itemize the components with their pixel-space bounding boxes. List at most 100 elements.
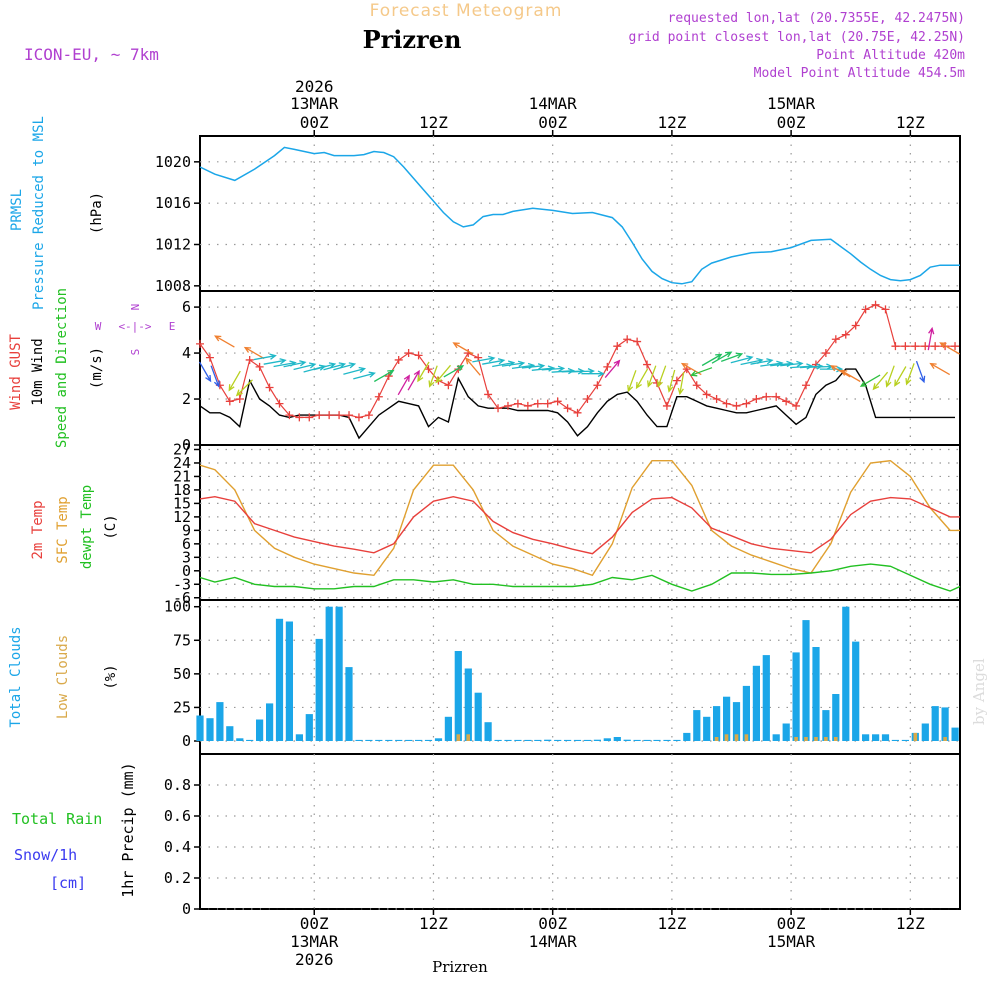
total-cloud-bar bbox=[593, 739, 601, 741]
bottom-time-label: 12Z bbox=[896, 914, 925, 933]
wind-arrow bbox=[283, 360, 307, 368]
gust-marker bbox=[911, 342, 920, 351]
gust-marker bbox=[851, 321, 860, 330]
total-cloud-bar bbox=[643, 739, 651, 741]
low-cloud-bar bbox=[913, 732, 918, 741]
wind-arrow bbox=[790, 363, 814, 370]
wind-arrow bbox=[581, 370, 605, 377]
total-cloud-bar bbox=[951, 727, 959, 741]
top-time-label: 12Z bbox=[657, 113, 686, 132]
total-cloud-bar bbox=[822, 710, 830, 741]
total-cloud-bar bbox=[226, 726, 234, 741]
total-cloud-bar bbox=[941, 707, 949, 741]
gust-marker bbox=[414, 351, 423, 360]
gust-marker bbox=[484, 390, 493, 399]
plot-area: 1008 1012 1016 1020 PRMSL Pressure Reduced to… bbox=[8, 77, 961, 969]
gust-marker bbox=[772, 392, 781, 401]
gust-marker bbox=[325, 411, 334, 420]
gust-marker bbox=[573, 408, 582, 417]
total-cloud-bar bbox=[434, 738, 443, 741]
gust-marker bbox=[424, 365, 433, 374]
wind-arrow bbox=[323, 362, 347, 371]
gust-marker bbox=[712, 395, 721, 404]
wind-arrow bbox=[872, 371, 889, 391]
gust-marker bbox=[523, 401, 532, 410]
low-cloud-bar bbox=[824, 737, 828, 741]
total-cloud-bar bbox=[891, 739, 899, 741]
wind-arrow bbox=[263, 358, 287, 365]
gust-marker bbox=[503, 401, 512, 410]
gust-line bbox=[199, 304, 955, 419]
wind-arrow bbox=[313, 362, 337, 371]
total-cloud-bar bbox=[315, 638, 323, 741]
gust-marker bbox=[782, 397, 791, 406]
wind-label-gust: Wind GUST bbox=[8, 334, 24, 410]
top-time-label: 00Z bbox=[538, 113, 567, 132]
top-time-label: 00Z bbox=[777, 113, 806, 132]
top-date-label: 14MAR bbox=[529, 94, 578, 113]
wind-arrow bbox=[770, 360, 794, 368]
pressure-label-unit: (hPa) bbox=[89, 192, 105, 234]
wind-arrow bbox=[482, 358, 506, 365]
total-cloud-bar bbox=[901, 739, 909, 741]
compass-west: W bbox=[95, 320, 102, 333]
gust-marker bbox=[593, 381, 602, 390]
gust-marker bbox=[583, 395, 592, 404]
wind-arrow bbox=[501, 360, 526, 367]
wind-arrow bbox=[333, 362, 357, 371]
temp-axis-label: 3 bbox=[182, 548, 191, 566]
wind10m-line bbox=[199, 368, 955, 440]
gust-marker bbox=[335, 411, 344, 420]
gust-marker bbox=[841, 330, 850, 339]
gust-marker bbox=[354, 413, 363, 422]
temp-label-sfc: SFC Temp bbox=[55, 496, 71, 563]
bottom-time-label: 12Z bbox=[657, 914, 686, 933]
clouds-axis-label: 0 bbox=[182, 732, 191, 750]
gust-marker bbox=[633, 337, 642, 346]
bottom-time-label: 12Z bbox=[419, 914, 448, 933]
temp2m-line bbox=[199, 495, 960, 555]
total-cloud-bar bbox=[623, 739, 631, 741]
clouds-axis-label: 75 bbox=[173, 631, 191, 649]
total-cloud-bar bbox=[852, 641, 860, 741]
total-cloud-bar bbox=[275, 618, 284, 741]
wind-arrow bbox=[397, 374, 410, 396]
gust-marker bbox=[762, 392, 771, 401]
wind-arrow bbox=[428, 365, 438, 388]
total-cloud-bar bbox=[246, 739, 254, 741]
precip-axis-label: 0.4 bbox=[164, 838, 191, 856]
gust-marker bbox=[931, 342, 940, 351]
wind-arrow bbox=[253, 353, 277, 361]
gust-marker bbox=[901, 342, 910, 351]
wind-label-unit: (m/s) bbox=[89, 347, 105, 389]
gust-marker bbox=[444, 381, 453, 390]
gust-marker bbox=[692, 381, 701, 390]
total-cloud-bar bbox=[365, 739, 373, 741]
low-cloud-bar bbox=[943, 737, 947, 741]
total-cloud-bar bbox=[832, 694, 840, 741]
gust-marker bbox=[553, 397, 562, 406]
total-cloud-bar bbox=[573, 739, 582, 741]
gust-marker bbox=[245, 355, 254, 364]
bottom-date-label: 15MAR bbox=[767, 932, 816, 951]
low-cloud-bar bbox=[724, 734, 729, 741]
total-cloud-bar bbox=[415, 739, 423, 741]
total-cloud-bar bbox=[256, 719, 264, 741]
clouds-label-total: Total Clouds bbox=[8, 626, 24, 727]
top-time-label: 12Z bbox=[896, 113, 925, 132]
total-cloud-bar bbox=[931, 706, 939, 741]
wind-arrow bbox=[929, 362, 951, 376]
gust-marker bbox=[394, 355, 403, 364]
total-cloud-bar bbox=[504, 739, 512, 741]
total-cloud-bar bbox=[345, 667, 353, 741]
precip-label-cm: [cm] bbox=[50, 874, 86, 892]
low-cloud-bar bbox=[734, 734, 739, 741]
clouds-axis-label: 100 bbox=[164, 598, 191, 616]
requested-coords: requested lon,lat (20.7355E, 42.2475N) bbox=[668, 11, 965, 26]
gust-marker bbox=[891, 342, 900, 351]
top-year-label: 2026 bbox=[295, 77, 334, 96]
gust-marker bbox=[374, 392, 383, 401]
total-cloud-bar bbox=[494, 739, 502, 741]
low-cloud-bar bbox=[834, 737, 838, 741]
top-date-label: 13MAR bbox=[290, 94, 339, 113]
